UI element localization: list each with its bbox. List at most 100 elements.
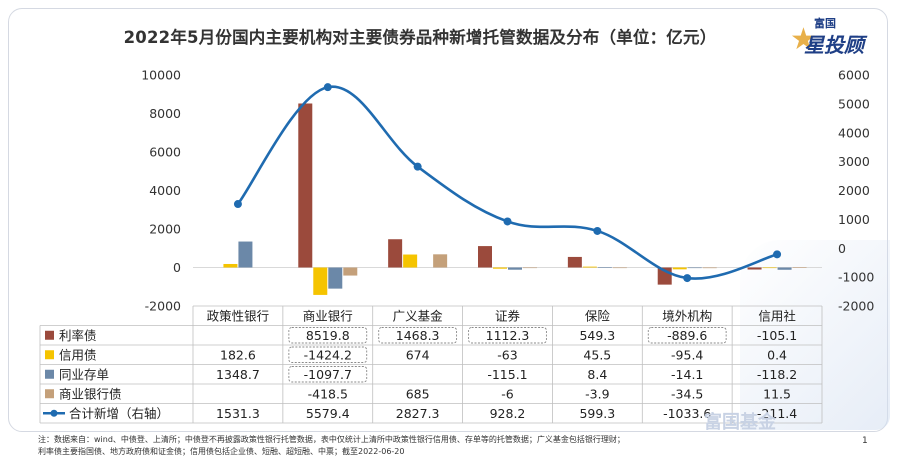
left-axis-tick-label: 10000: [141, 68, 181, 83]
data-label: 1468.3: [396, 328, 440, 343]
right-axis-tick-label: 1000: [838, 212, 870, 227]
line-point: [323, 83, 332, 92]
highlight-box: [647, 327, 727, 344]
bar: [298, 103, 313, 268]
bar: [792, 267, 807, 268]
category-label: 信用社: [758, 309, 796, 324]
data-label: 1348.7: [216, 367, 260, 382]
bar: [523, 267, 537, 269]
data-label: 0.4: [767, 347, 787, 362]
right-axis-tick-label: 4000: [838, 125, 870, 140]
legend-swatch: [45, 369, 54, 379]
data-label: 8519.8: [306, 328, 350, 343]
data-label: 549.3: [579, 328, 615, 343]
line-point: [593, 226, 602, 235]
right-axis-tick-label: 0: [838, 241, 846, 256]
right-axis-tick-label: 6000: [838, 68, 870, 83]
data-label: -1424.2: [304, 347, 352, 362]
data-label: 928.2: [490, 406, 526, 421]
data-label: 1531.3: [216, 406, 260, 421]
logo-main-text: 星投顾: [804, 33, 864, 57]
highlight-box: [288, 346, 368, 363]
bar: [702, 267, 717, 269]
bar: [343, 267, 358, 276]
data-label: -14.1: [671, 367, 703, 382]
footnote-line-2: 利率债主要指国债、地方政府债和证金债；信用债包括企业债、短融、超短融、中票；截至…: [38, 447, 405, 456]
bar: [597, 267, 612, 268]
legend-label: 商业银行债: [59, 386, 122, 401]
chart-title: 2022年5月份国内主要机构对主要债券品种新增托管数据及分布（单位：亿元）: [123, 28, 717, 47]
bar: [567, 256, 582, 268]
data-label: 8.4: [587, 367, 607, 382]
data-label: -115.1: [487, 367, 527, 382]
bar: [403, 254, 418, 268]
data-label: 5579.4: [306, 406, 350, 421]
right-axis-tick-label: 2000: [838, 183, 870, 198]
highlight-box: [288, 366, 368, 383]
category-label: 境外机构: [662, 309, 712, 324]
data-label: 685: [406, 386, 430, 401]
left-axis-tick-label: 4000: [149, 183, 181, 198]
legend-label: 合计新增（右轴）: [69, 406, 169, 421]
line-point: [413, 162, 422, 171]
bar: [388, 239, 403, 268]
legend-swatch: [45, 389, 54, 399]
data-label: 45.5: [583, 347, 611, 362]
right-axis-tick-label: 5000: [838, 96, 870, 111]
data-label: -211.4: [757, 406, 797, 421]
legend-label: 利率债: [59, 328, 97, 343]
bar: [747, 267, 762, 270]
watermark-background: [740, 240, 890, 430]
data-label: 11.5: [763, 386, 791, 401]
bar: [433, 254, 448, 268]
bar: [313, 267, 328, 295]
brand-logo: ★ 富国 星投顾: [790, 14, 882, 58]
left-axis-tick-label: 8000: [149, 106, 181, 121]
bar: [777, 267, 792, 270]
bar: [493, 267, 507, 269]
page-number: 1: [862, 436, 868, 446]
bar: [478, 246, 492, 268]
total-line: [236, 85, 778, 280]
left-axis-tick-label: 0: [173, 260, 181, 275]
category-label: 广义基金: [393, 309, 444, 324]
legend-label: 同业存单: [59, 367, 109, 382]
legend-line-marker: [50, 409, 58, 417]
data-label: -1097.7: [304, 367, 352, 382]
bar: [238, 241, 253, 268]
left-axis-tick-label: -2000: [145, 299, 181, 314]
data-label: -105.1: [757, 328, 797, 343]
highlight-box: [288, 327, 368, 344]
data-label: -118.2: [757, 367, 797, 382]
bar: [582, 266, 597, 268]
left-axis-tick-label: 2000: [149, 222, 181, 237]
data-label: -3.9: [585, 386, 609, 401]
bar: [223, 263, 238, 268]
category-label: 政策性银行: [207, 309, 270, 324]
watermark-text: 富国基金: [704, 412, 776, 433]
bar: [762, 267, 777, 269]
highlight-box: [468, 327, 547, 344]
data-label: -34.5: [671, 386, 703, 401]
left-axis-tick-label: 6000: [149, 145, 181, 160]
bar: [672, 267, 687, 270]
category-label: 证券: [495, 309, 521, 324]
legend-swatch: [45, 350, 54, 360]
data-label: -889.6: [667, 328, 707, 343]
star-icon: ★: [790, 22, 817, 57]
chart-frame: [8, 8, 888, 432]
right-axis-tick-label: 3000: [838, 154, 870, 169]
highlight-box: [378, 327, 458, 344]
logo-top-text: 富国: [814, 17, 836, 30]
line-point: [503, 217, 512, 226]
data-label: -1033.6: [663, 406, 711, 421]
data-label: 1112.3: [486, 328, 530, 343]
data-label: 2827.3: [396, 406, 440, 421]
right-axis-tick-label: -1000: [838, 270, 874, 285]
legend-swatch: [45, 330, 54, 340]
data-label: 674: [406, 347, 430, 362]
line-point: [683, 274, 692, 283]
bar: [612, 267, 627, 269]
data-label: 599.3: [579, 406, 615, 421]
